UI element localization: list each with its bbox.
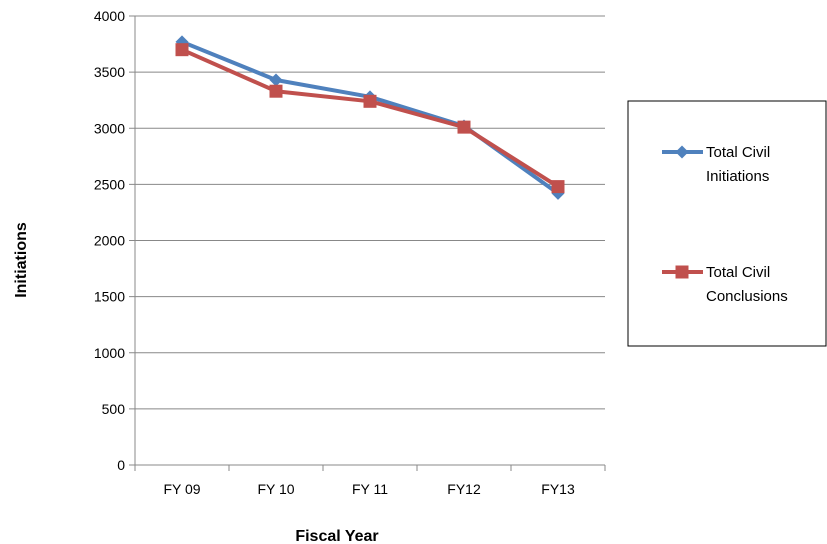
y-tick-label: 3500 — [94, 64, 125, 80]
legend-label: Initiations — [706, 168, 769, 185]
legend-label: Total Civil — [706, 144, 770, 161]
series-1 — [175, 35, 565, 200]
x-tick-label: FY 10 — [257, 481, 294, 497]
x-tick-label: FY12 — [447, 481, 481, 497]
series-line — [181, 47, 560, 189]
data-point — [175, 43, 189, 57]
legend-item: Total Civil Initiations — [662, 144, 770, 185]
y-tick-label: 500 — [102, 401, 126, 417]
data-point — [457, 120, 471, 134]
x-axis-title: Fiscal Year — [295, 528, 378, 544]
data-point — [269, 73, 283, 87]
data-point — [363, 94, 377, 108]
x-tick-label: FY 09 — [163, 481, 200, 497]
y-tick-label: 1000 — [94, 345, 125, 361]
data-point — [551, 180, 565, 194]
legend-label: Conclusions — [706, 288, 788, 305]
y-tick-label: 2500 — [94, 176, 125, 192]
y-axis-title: Initiations — [13, 222, 30, 298]
y-tick-label: 2000 — [94, 233, 125, 249]
series-lines — [175, 35, 565, 200]
x-tick-labels: FY 09 FY 10 FY 11 FY12 FY13 — [163, 481, 574, 497]
legend: Total Civil Initiations Total Civil Conclus… — [627, 100, 827, 347]
y-tick-label: 3000 — [94, 120, 125, 136]
legend-item: Total Civil Conclusions — [662, 264, 788, 305]
legend-label: Total Civil — [706, 264, 770, 281]
legend-box — [627, 100, 827, 347]
x-tick-label: FY13 — [541, 481, 575, 497]
gridlines — [135, 15, 605, 410]
y-tick-label: 0 — [117, 457, 125, 473]
y-tick-label: 4000 — [94, 8, 125, 24]
data-point — [269, 84, 283, 98]
y-tick-labels: 0 500 1000 1500 2000 2500 3000 3500 4000 — [94, 8, 125, 473]
legend-swatch-marker — [675, 265, 689, 279]
x-tick-label: FY 11 — [352, 481, 388, 497]
series-line — [181, 39, 560, 195]
axes — [129, 15, 606, 471]
series-2 — [175, 43, 565, 194]
legend-swatch-marker — [675, 145, 689, 159]
y-tick-label: 1500 — [94, 289, 125, 305]
